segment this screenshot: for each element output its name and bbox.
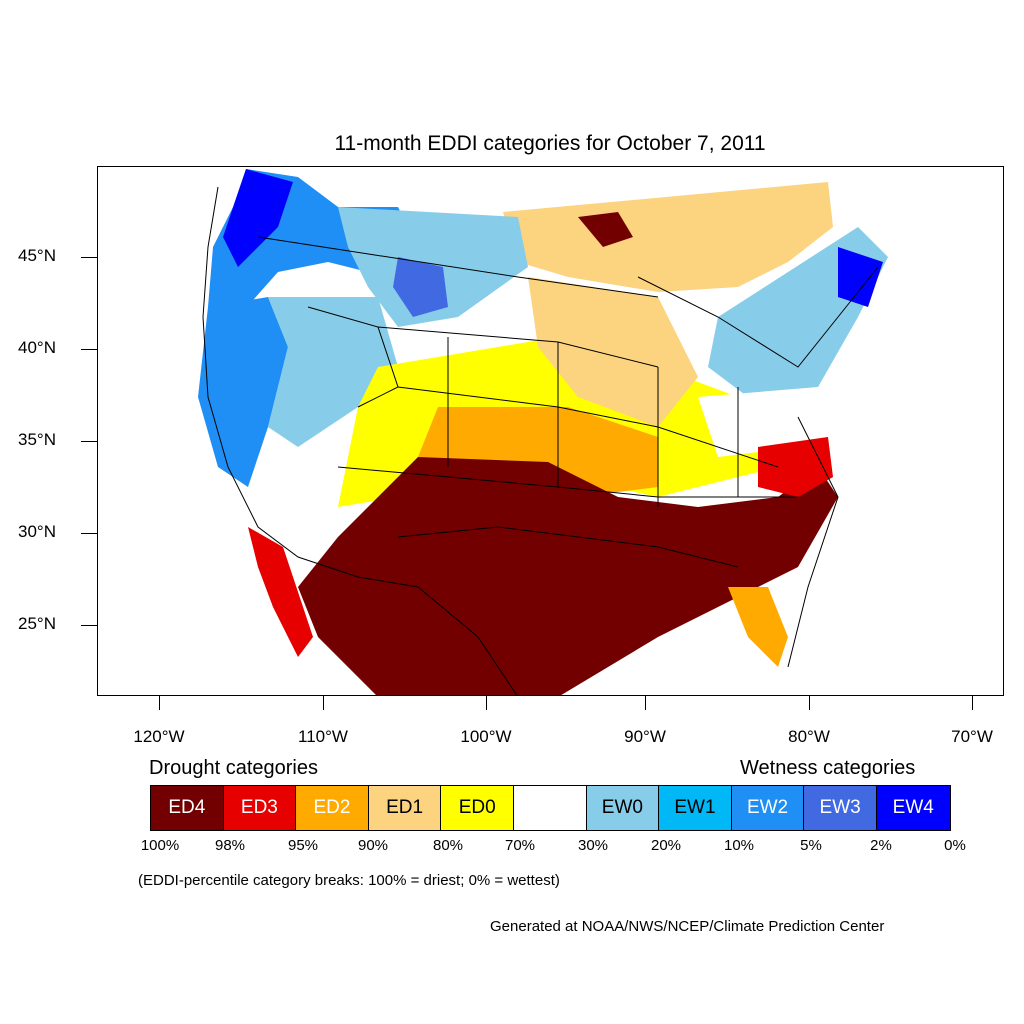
percentile-label: 98% xyxy=(214,837,246,854)
lon-label-120: 120°W xyxy=(133,727,185,746)
lat-tick xyxy=(81,257,97,258)
eddi-map xyxy=(97,166,1004,696)
legend-cell-normal xyxy=(513,786,587,830)
lat-label-25: 25°N xyxy=(18,614,56,633)
legend-cell-ew3: EW3 xyxy=(804,786,877,830)
credit-line: Generated at NOAA/NWS/NCEP/Climate Predi… xyxy=(490,918,885,935)
lon-tick xyxy=(972,696,973,710)
percentile-label: 20% xyxy=(650,837,682,854)
percentile-label: 95% xyxy=(287,837,319,854)
lat-tick xyxy=(81,533,97,534)
region-california-coast xyxy=(198,297,288,487)
percentile-label: 80% xyxy=(432,837,464,854)
region-rockies-blue xyxy=(393,257,448,317)
lon-tick xyxy=(159,696,160,710)
lat-tick xyxy=(81,625,97,626)
wetness-heading: Wetness categories xyxy=(740,757,916,779)
lat-label-40: 40°N xyxy=(18,338,56,357)
lon-label-100: 100°W xyxy=(460,727,512,746)
legend-cell-ed4: ED4 xyxy=(151,786,224,830)
region-ohio-valley xyxy=(698,387,818,457)
lat-label-30: 30°N xyxy=(18,522,56,541)
region-oklahoma-north-texas xyxy=(298,457,838,695)
map-title: 11-month EDDI categories for October 7, … xyxy=(334,132,766,155)
drought-heading: Drought categories xyxy=(149,757,318,779)
region-pnw-core xyxy=(223,169,293,267)
lon-label-90: 90°W xyxy=(624,727,666,746)
region-southern-canada xyxy=(503,182,833,292)
lon-tick xyxy=(809,696,810,710)
percentile-label: 70% xyxy=(504,837,536,854)
legend-cell-ew1: EW1 xyxy=(659,786,732,830)
legend-color-bar: ED4 ED3 ED2 ED1 ED0 EW0 EW1 EW2 EW3 EW4 xyxy=(150,785,951,831)
lon-tick xyxy=(323,696,324,710)
map-canvas xyxy=(198,169,888,695)
legend-cell-ed1: ED1 xyxy=(368,786,442,830)
percentile-label: 10% xyxy=(723,837,755,854)
region-baja-california xyxy=(248,527,313,657)
lat-label-35: 35°N xyxy=(18,430,56,449)
lon-tick xyxy=(486,696,487,710)
region-upper-midwest xyxy=(528,277,698,427)
region-northeast-core xyxy=(838,247,883,307)
percentile-label: 100% xyxy=(140,837,180,854)
percentile-label: 5% xyxy=(800,837,822,854)
boundary-lines xyxy=(202,186,879,695)
lon-label-80: 80°W xyxy=(788,727,830,746)
lon-label-110: 110°W xyxy=(298,727,348,746)
region-florida xyxy=(728,587,788,667)
lat-label-45: 45°N xyxy=(18,246,56,265)
region-great-basin xyxy=(268,297,398,447)
legend-cell-ed2: ED2 xyxy=(296,786,369,830)
percentile-label: 0% xyxy=(944,837,966,854)
lat-tick xyxy=(81,441,97,442)
legend-cell-ew2: EW2 xyxy=(731,786,805,830)
lon-label-70: 70°W xyxy=(951,727,993,746)
legend-cell-ed3: ED3 xyxy=(223,786,297,830)
category-note: (EDDI-percentile category breaks: 100% =… xyxy=(138,872,560,889)
percentile-label: 90% xyxy=(357,837,389,854)
percentile-label: 30% xyxy=(577,837,609,854)
lat-tick xyxy=(81,349,97,350)
percentile-label: 2% xyxy=(870,837,892,854)
legend-cell-ed0: ED0 xyxy=(441,786,514,830)
legend-cell-ew4: EW4 xyxy=(876,786,950,830)
lon-tick xyxy=(645,696,646,710)
legend-cell-ew0: EW0 xyxy=(586,786,660,830)
region-carolinas-coast xyxy=(758,437,833,497)
region-canada-hotspot xyxy=(578,212,633,247)
